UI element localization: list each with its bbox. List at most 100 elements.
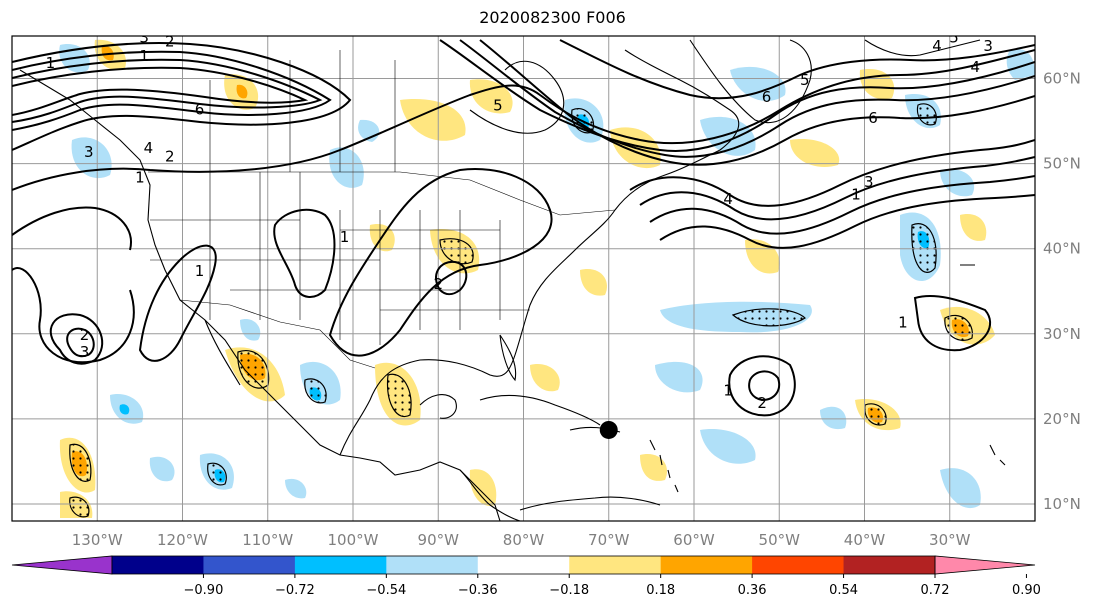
longitude-tick-label: 130°W (72, 531, 123, 549)
colorbar-segment (477, 556, 570, 574)
contour-line (748, 370, 781, 402)
longitude-tick-label: 40°W (844, 531, 886, 549)
map-frame (11, 35, 1036, 522)
colorbar-outline (111, 555, 936, 575)
shade-neg-patch (730, 66, 786, 101)
shade-neg-patch (940, 169, 975, 197)
contour-label: 3 (139, 28, 149, 46)
coastlines (19, 39, 1006, 521)
contour-label: 4 (723, 190, 733, 208)
shade-neg-patch (655, 361, 703, 393)
islands-antilles (649, 439, 679, 493)
longitude-tick-label: 110°W (242, 531, 293, 549)
contour-label: 3 (983, 37, 993, 55)
contour-label: 3 (864, 173, 874, 191)
colorbar-extend-high (934, 555, 1036, 575)
shade-neg-patch (240, 319, 261, 341)
contour-line (649, 175, 1035, 235)
border-state (150, 219, 530, 311)
coast-gulf (339, 209, 616, 456)
shade-core-blue (119, 404, 130, 415)
stipple-region (439, 238, 474, 265)
colorbar-tick-label: 0.90 (1012, 583, 1041, 598)
chart-title: 2020082300 F006 (479, 8, 626, 27)
latitude-tick-label: 10°N (1043, 495, 1081, 513)
colorbar-tick-label: −0.90 (184, 583, 224, 598)
contour-line (12, 58, 323, 123)
contour-line (728, 355, 796, 417)
contour-label: 4 (932, 37, 942, 55)
contour-line (435, 260, 468, 296)
graticule (12, 36, 1035, 521)
contour-label: 2 (165, 33, 175, 51)
longitude-tick-label: 30°W (929, 531, 971, 549)
coast-north-america-west (19, 69, 501, 521)
contour-label: 1 (851, 186, 861, 204)
shade-pos-patch (790, 139, 840, 168)
contour-line (479, 39, 1035, 166)
stipple-region (864, 403, 887, 426)
longitude-tick-label: 60°W (673, 531, 715, 549)
shade-neg-patch (1006, 49, 1035, 80)
contour-label: 6 (762, 88, 772, 106)
contour-line (913, 294, 991, 352)
border-canada-provinces (209, 50, 396, 172)
contour-line (629, 139, 1035, 207)
contour-line (559, 39, 1035, 100)
contour-label: 1 (340, 228, 350, 246)
shade-core-orange (236, 84, 248, 99)
border-us-mexico (179, 299, 376, 369)
contour-label: 2 (757, 394, 767, 412)
shade-pos-patch (469, 79, 513, 114)
longitude-tick-label: 80°W (503, 531, 545, 549)
colorbar-extend-low (11, 555, 113, 575)
colorbar-segment (752, 556, 845, 574)
colorbar-segment (660, 556, 753, 574)
contour-line (639, 156, 1035, 221)
latitude-tick-label: 40°N (1043, 240, 1081, 258)
contour-label: 1 (898, 313, 908, 331)
contour-label: 1 (723, 381, 733, 399)
colorbar-tick-label: −0.54 (366, 583, 406, 598)
contour-label: 4 (971, 58, 981, 76)
contour-line (659, 194, 1035, 249)
longitude-tick-label: 120°W (157, 531, 208, 549)
shade-neg-patch (329, 147, 364, 188)
coast-greenland-east (864, 39, 981, 57)
stipple-region (386, 373, 412, 418)
contour-line (328, 168, 553, 357)
contour-lines (12, 39, 1035, 417)
contour-label: 5 (493, 96, 503, 114)
contour-label: 6 (195, 101, 205, 119)
stipple-region (69, 496, 90, 518)
contour-line (66, 327, 95, 358)
longitude-tick-label: 50°W (759, 531, 801, 549)
colorbar-segment (386, 556, 479, 574)
longitude-tick-label: 90°W (418, 531, 460, 549)
contour-label: 4 (144, 139, 154, 157)
coast-greenland (689, 39, 812, 124)
contour-label: 1 (135, 169, 145, 187)
contour-line (138, 244, 217, 362)
contour-label: 6 (868, 109, 878, 127)
colorbar-tick-label: −0.18 (549, 583, 589, 598)
latitude-tick-label: 20°N (1043, 410, 1081, 428)
location-marker (599, 420, 618, 439)
shade-neg-patch (820, 406, 847, 430)
contour-label: 5 (800, 71, 810, 89)
coast-yucatan (419, 394, 457, 419)
stipple-region (911, 223, 937, 273)
stipple-region (304, 378, 327, 404)
contour-label: 2 (433, 275, 443, 293)
colorbar-segment (843, 556, 936, 574)
coast-central-america (459, 469, 521, 521)
shade-pos-patch (530, 364, 560, 392)
islands-atlantic (960, 264, 1006, 466)
coast-cuba (479, 394, 601, 426)
shade-neg-patch (700, 429, 756, 464)
latitude-tick-label: 50°N (1043, 155, 1081, 173)
shade-pos-patch (400, 99, 466, 141)
contour-label: 3 (80, 343, 90, 361)
